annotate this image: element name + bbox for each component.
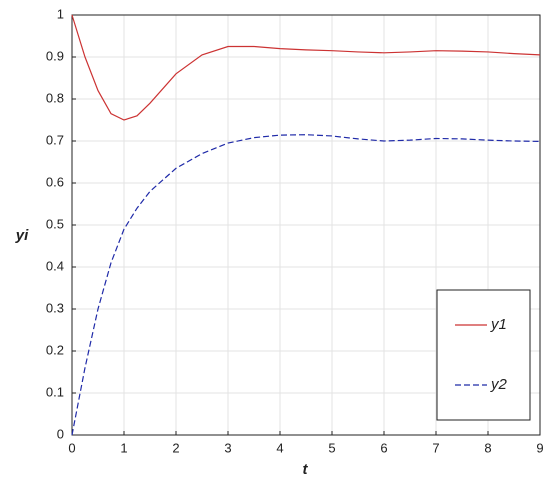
x-tick-label: 8 xyxy=(484,440,491,455)
y-tick-label: 0.4 xyxy=(46,258,64,273)
x-tick-label: 7 xyxy=(432,440,439,455)
x-tick-label: 2 xyxy=(172,440,179,455)
y-tick-label: 0.1 xyxy=(46,384,64,399)
y-tick-label: 0.2 xyxy=(46,342,64,357)
legend-label: y1 xyxy=(490,316,507,333)
y-tick-label: 0.9 xyxy=(46,48,64,63)
x-tick-label: 6 xyxy=(380,440,387,455)
x-tick-label: 3 xyxy=(224,440,231,455)
x-tick-label: 9 xyxy=(536,440,543,455)
y-tick-label: 0.3 xyxy=(46,300,64,315)
series-line xyxy=(71,134,541,436)
series-line xyxy=(71,14,541,121)
x-tick-label: 0 xyxy=(68,440,75,455)
x-tick-label: 4 xyxy=(276,440,283,455)
legend-box xyxy=(436,289,531,421)
y-tick-label: 0 xyxy=(57,426,64,441)
x-axis-label: t xyxy=(303,461,309,478)
x-tick-label: 1 xyxy=(120,440,127,455)
y-tick-label: 1 xyxy=(57,6,64,21)
y-tick-label: 0.5 xyxy=(46,216,64,231)
y-tick-label: 0.8 xyxy=(46,90,64,105)
plot-frame xyxy=(71,14,541,436)
y-axis-label: yi xyxy=(15,227,29,244)
x-tick-label: 5 xyxy=(328,440,335,455)
y-tick-label: 0.6 xyxy=(46,174,64,189)
y-tick-label: 0.7 xyxy=(46,132,64,147)
legend-label: y2 xyxy=(490,376,508,393)
